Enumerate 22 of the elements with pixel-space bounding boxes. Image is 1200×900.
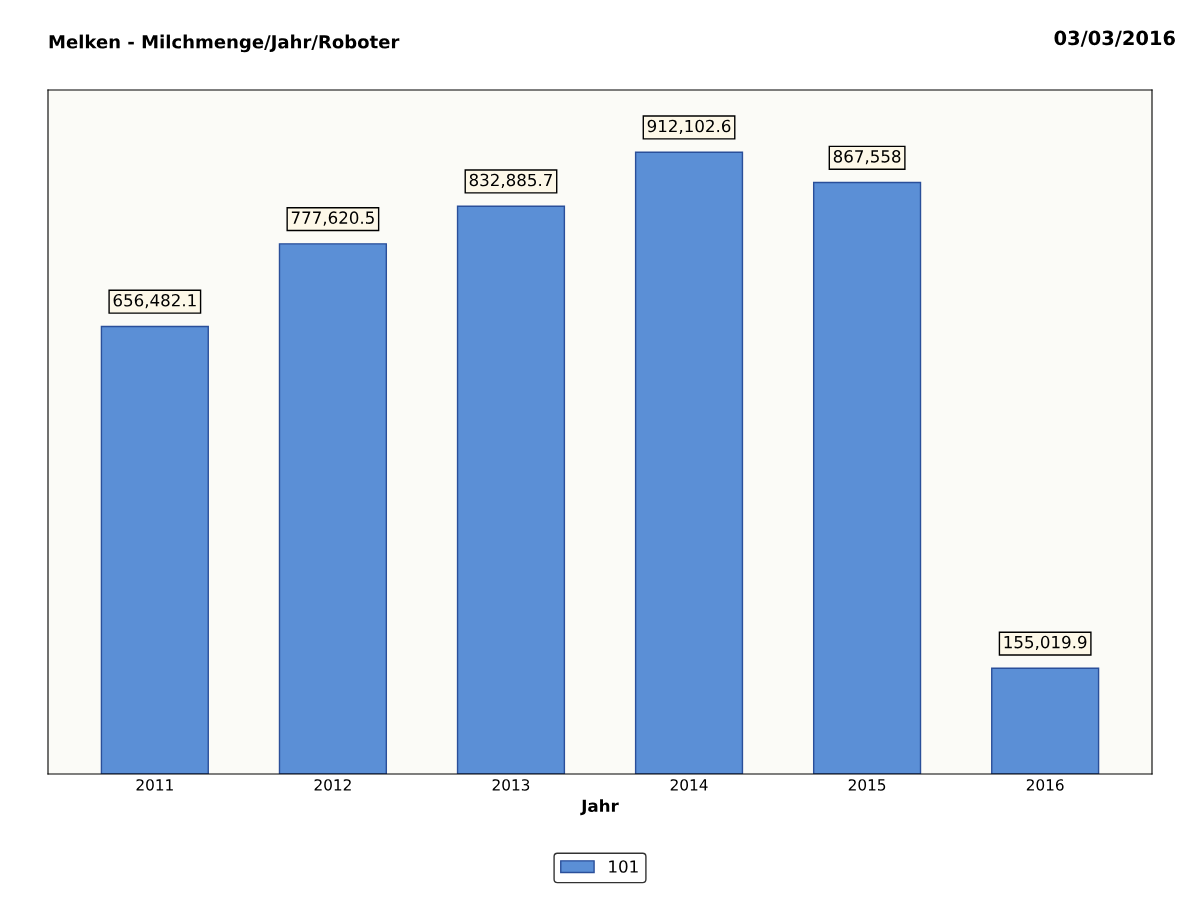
data-label: 656,482.1 — [113, 293, 196, 309]
x-tick-label: 2014 — [670, 779, 708, 791]
x-axis-title: Jahr — [580, 799, 619, 816]
bar — [278, 243, 388, 774]
x-tick-label: 2013 — [492, 779, 530, 791]
x-tick-label: 2011 — [136, 779, 173, 791]
data-label: 777,620.5 — [291, 211, 374, 226]
bar — [812, 181, 922, 774]
data-label: 912,102.6 — [647, 119, 731, 134]
data-label: 155,019.9 — [1004, 635, 1087, 651]
bar — [100, 325, 209, 774]
data-label: 832,885.7 — [469, 173, 552, 188]
text: 03/03/2016 — [1054, 30, 1175, 47]
legend-label: 101 — [609, 860, 638, 873]
bar — [634, 151, 744, 774]
bar — [456, 205, 566, 774]
x-tick-label: 2015 — [848, 779, 886, 791]
x-tick-label: 2012 — [314, 779, 351, 791]
data-label: 867,558 — [833, 150, 901, 165]
chart-title: Melken - Milchmenge/Jahr/Roboter — [49, 34, 400, 53]
bar — [991, 667, 1100, 774]
x-tick-label: 2016 — [1026, 779, 1064, 791]
